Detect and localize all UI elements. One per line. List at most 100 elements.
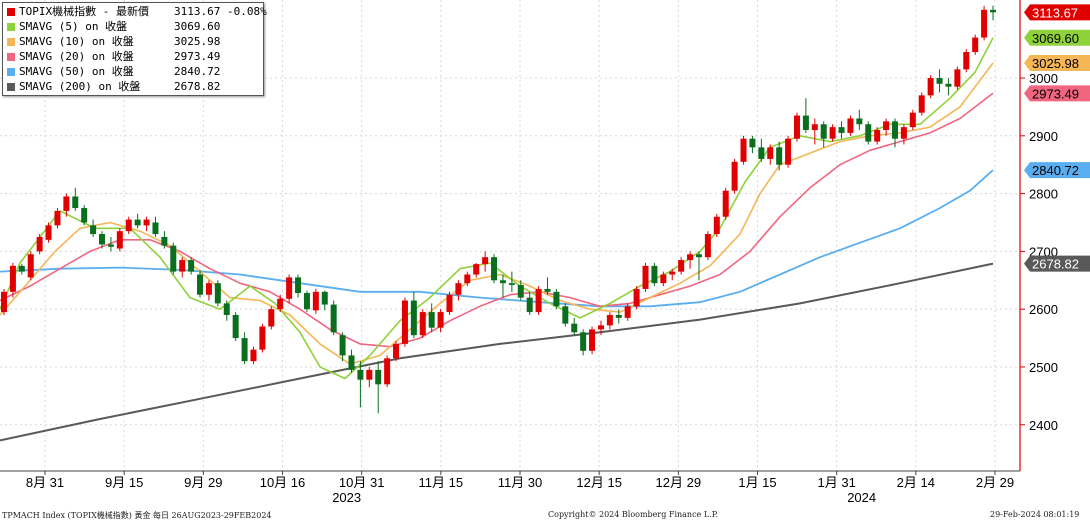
candle-body — [348, 355, 355, 370]
x-tick-label: 12月 15 — [576, 475, 622, 490]
candle-body — [758, 147, 765, 159]
candle-body — [473, 264, 480, 275]
candle-body — [713, 216, 720, 235]
legend-row-sma200[interactable]: SMAVG (200) on 收盤 2678.82 — [5, 80, 220, 94]
last-value-label: 3069.60 — [1024, 29, 1090, 46]
last-value-text: 3069.60 — [1032, 31, 1079, 46]
candle-body — [580, 332, 587, 351]
candle-body — [945, 83, 952, 87]
candle-body — [651, 265, 658, 284]
candle-body — [838, 127, 845, 133]
candle-body — [571, 323, 578, 333]
candle-body — [820, 124, 827, 139]
candle-body — [811, 124, 818, 131]
candle-body — [1, 291, 7, 313]
legend-label-sma50: SMAVG (50) on 收盤 — [19, 65, 134, 78]
y-tick-label: 2400 — [1029, 418, 1058, 433]
sma200-line — [0, 262, 994, 442]
candle-body — [909, 112, 916, 128]
legend-label-sma200: SMAVG (200) on 收盤 — [19, 80, 141, 93]
candle-body — [286, 277, 293, 299]
candle-body — [330, 304, 337, 333]
footer-timestamp: 29-Feb-2024 08:01:19 — [990, 510, 1080, 519]
candle-body — [197, 274, 204, 295]
legend-label-price: TOPIX機械指數 - 最新價 — [19, 5, 149, 18]
legend-row-price[interactable]: TOPIX機械指數 - 最新價 3113.67 -0.08% — [5, 5, 267, 19]
candle-body — [660, 274, 667, 284]
candle-body — [624, 306, 631, 318]
candle-body — [357, 369, 364, 380]
candle-body — [161, 236, 168, 246]
candle-body — [179, 260, 186, 272]
last-value-text: 2678.82 — [1032, 257, 1079, 272]
candle-body — [491, 257, 498, 281]
x-tick-label: 2月 14 — [897, 475, 935, 490]
candle-body — [72, 196, 79, 209]
legend-value-sma10: 3025.98 — [174, 35, 221, 48]
legend-label-sma5: SMAVG (5) on 收盤 — [19, 20, 128, 33]
candle-body — [259, 326, 266, 350]
candle-body — [410, 300, 417, 336]
legend-row-sma20[interactable]: SMAVG (20) on 收盤 2973.49 — [5, 50, 220, 64]
candle-body — [589, 329, 596, 351]
candle-body — [669, 271, 676, 275]
candle-body — [526, 297, 533, 313]
candle-body — [642, 265, 649, 289]
candle-body — [170, 245, 177, 272]
candle-body — [143, 219, 150, 226]
candle-body — [936, 78, 943, 84]
legend-change-price: -0.08% — [227, 5, 267, 18]
candle-body — [188, 260, 195, 272]
last-value-tag — [1024, 55, 1090, 72]
sma10-line — [0, 62, 994, 365]
candle-body — [107, 244, 114, 247]
candle-body — [695, 254, 702, 258]
x-tick-label: 11月 15 — [419, 475, 464, 490]
candle-body — [865, 124, 872, 142]
candle-body — [740, 138, 747, 162]
candle-body — [535, 288, 542, 313]
candle-body — [704, 234, 711, 258]
candle-body — [918, 95, 925, 113]
candle-body — [250, 349, 257, 362]
candle-body — [517, 284, 524, 298]
candle-body — [36, 236, 43, 252]
sma5-line — [0, 37, 994, 380]
candle-body — [339, 335, 346, 356]
candle-body — [847, 118, 854, 133]
candle-body — [687, 254, 694, 261]
footer-source: TPMACH Index (TOPIX機械指數) 黃金 每日 26AUG2023… — [2, 511, 272, 520]
x-tick-label: 1月 31 — [818, 475, 856, 490]
sma50-line — [0, 169, 994, 308]
candle-body — [18, 265, 25, 272]
candle-body — [455, 283, 462, 295]
candle-body — [829, 127, 836, 139]
last-value-tag — [1024, 29, 1090, 46]
candle-body — [499, 280, 506, 284]
x-tick-label: 10月 16 — [260, 475, 306, 490]
candle-body — [793, 115, 800, 139]
last-value-text: 2840.72 — [1032, 163, 1079, 178]
candle-body — [900, 127, 907, 139]
last-value-label: 3113.67 — [1024, 4, 1090, 21]
candle-body — [633, 288, 640, 307]
y-tick-label: 2500 — [1029, 360, 1058, 375]
candle-body — [597, 325, 604, 330]
candle-body — [731, 161, 738, 191]
legend-value-price: 3113.67 — [174, 5, 221, 18]
candle-body — [393, 343, 400, 359]
y-tick-label: 2800 — [1029, 187, 1058, 202]
legend-swatch-price — [7, 8, 15, 16]
legend-row-sma10[interactable]: SMAVG (10) on 收盤 3025.98 — [5, 35, 220, 49]
last-value-tag — [1024, 4, 1090, 21]
legend-row-sma50[interactable]: SMAVG (50) on 收盤 2840.72 — [5, 65, 220, 79]
candle-body — [544, 288, 551, 292]
candle-body — [446, 294, 453, 313]
candle-body — [241, 338, 248, 362]
candle-body — [874, 130, 881, 142]
legend-row-sma5[interactable]: SMAVG (5) on 收盤 3069.60 — [5, 20, 220, 34]
candle-body — [134, 219, 141, 226]
last-value-label: 3025.98 — [1024, 55, 1090, 72]
candle-body — [268, 309, 275, 327]
